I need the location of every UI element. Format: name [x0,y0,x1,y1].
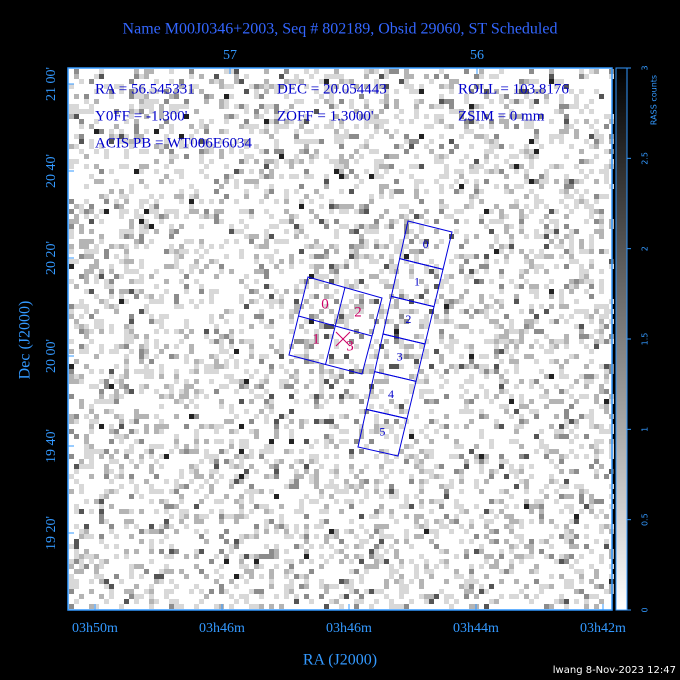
acis-i-divider [298,315,373,337]
colorbar-tick-label: 2 [641,246,650,251]
info-text: ACIS PB = WT006E6034 [95,135,252,151]
acis-s-chip-label: 2 [405,312,411,326]
noise-pixels [69,69,614,609]
colorbar-tick-label: 3 [641,65,650,70]
x-axis-label: RA (J2000) [303,652,377,669]
acis-s-chip-label: 4 [388,387,394,401]
y-axis-label: Dec (J2000) [17,301,34,380]
acis-s-chip-label: 0 [423,237,429,251]
y-tick-label: 19 40' [44,429,59,463]
y-tick-label: 20 40' [44,154,59,188]
footer: lwang 8-Nov-2023 12:47 [553,665,676,676]
info-text: ROLL = 103.8176 [458,81,569,97]
aimpoint-cross [335,331,351,347]
rass-image [69,69,614,609]
info-text: Y0FF = -1.300' [95,108,188,124]
title: Name M00J0346+2003, Seq # 802189, Obsid … [123,21,558,38]
acis-i-chip-label: 3 [346,338,354,354]
info-text: ZSIM = 0 mm [458,108,545,124]
top-tick-label: 56 [470,48,484,63]
info-text: ZOFF = 1.3000' [277,108,374,124]
acis-i-chip-label: 2 [354,304,362,320]
acis-i-chip-label: 1 [312,331,320,347]
x-tick-label: 03h42m [580,621,626,636]
acis-i-outline [288,276,383,375]
x-tick-label: 03h46m [326,621,372,636]
top-tick-label: 57 [223,48,237,63]
colorbar-tick-label: 2.5 [641,152,650,165]
plot-frame [67,67,613,611]
info-text: DEC = 20.054443 [277,81,387,97]
colorbar-tick-label: 1.5 [641,333,650,346]
x-tick-label: 03h50m [72,621,118,636]
y-tick-label: 19 20' [44,516,59,550]
colorbar-tick-label: 1 [641,427,650,432]
acis-i-chip-label: 0 [321,296,329,312]
y-tick-label: 20 00' [44,339,59,373]
acis-s-chip-label: 1 [414,275,420,289]
info-text: RA = 56.545331 [95,81,195,97]
colorbar-label: RASS counts [650,75,659,125]
acis-s-chip-label: 5 [379,425,385,439]
y-tick-label: 21 00' [44,67,59,101]
y-tick-label: 20 20' [44,241,59,275]
colorbar-tick-label: 0.5 [641,513,650,526]
colorbar-tick-label: 0 [641,607,650,612]
x-tick-label: 03h46m [199,621,245,636]
acis-s-chip [357,408,408,457]
x-tick-label: 03h44m [453,621,499,636]
acis-outline [288,220,453,457]
colorbar [615,67,628,611]
acis-s-chip-label: 3 [397,350,403,364]
